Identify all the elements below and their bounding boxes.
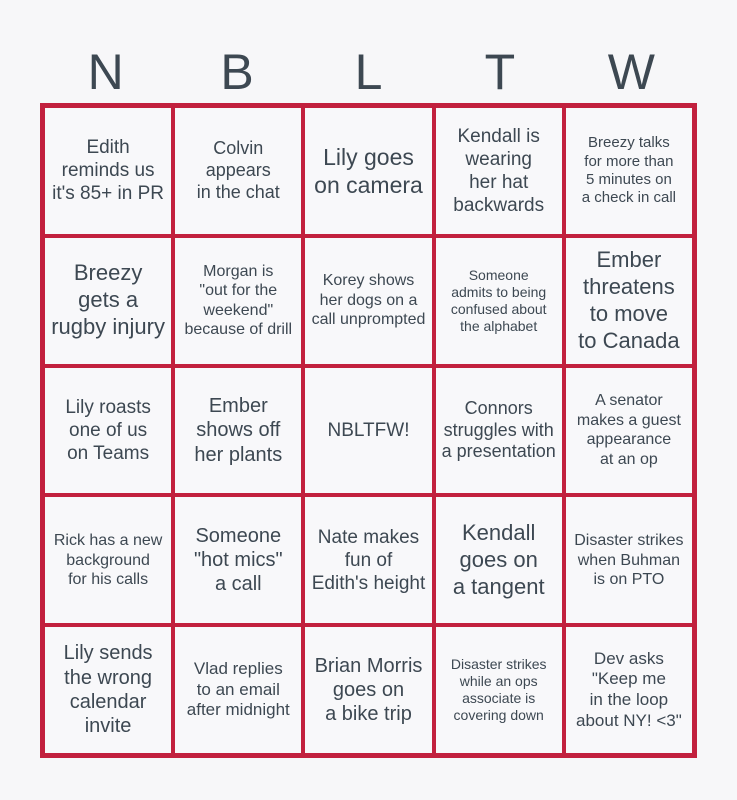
header-letter-slot: N [40,47,171,97]
cell-text: Colvin appears in the chat [196,137,280,202]
bingo-cell-r2c1[interactable]: Breezy gets a rugby injury [45,237,172,364]
bingo-cell-r2c2[interactable]: Morgan is "out for the weekend" because … [175,237,302,364]
cell-text: Disaster strikes while an ops associate … [450,655,547,724]
cell-text: Edith reminds us it's 85+ in PR [52,137,165,205]
cell-text: Dev asks "Keep me in the loop about NY! … [576,648,682,730]
bingo-cell-r1c3[interactable]: Lily goes on camera [305,108,432,234]
bingo-cell-r4c1[interactable]: Rick has a new background for his calls [45,497,172,624]
bingo-cell-r3c4[interactable]: Connors struggles with a presentation [435,367,562,494]
bingo-cell-r1c1[interactable]: Edith reminds us it's 85+ in PR [45,108,172,234]
bingo-cell-r3c1[interactable]: Lily roasts one of us on Teams [45,367,172,494]
bingo-cell-r5c3[interactable]: Brian Morris goes on a bike trip [305,627,432,753]
cell-text: A senator makes a guest appearance at an… [576,392,681,468]
cell-text: Rick has a new background for his calls [53,532,163,589]
cell-text: NBLTFW! [327,419,410,441]
bingo-cell-r4c2[interactable]: Someone "hot mics" a call [175,497,302,624]
cell-text: Disaster strikes when Buhman is on PTO [574,532,684,589]
bingo-cell-r3c5[interactable]: A senator makes a guest appearance at an… [565,367,692,494]
cell-text: Lily roasts one of us on Teams [65,396,151,465]
header-letter-n: N [87,44,124,100]
header-letter-l: L [354,44,383,100]
bingo-cell-r4c3[interactable]: Nate makes fun of Edith's height [305,497,432,624]
bingo-cell-r3c2[interactable]: Ember shows off her plants [175,367,302,494]
cell-text: Breezy gets a rugby injury [51,260,165,340]
cell-text: Kendall goes on a tangent [452,520,545,599]
cell-text: Vlad replies to an email after midnight [186,658,290,720]
bingo-header: N B L T W [40,0,697,103]
cell-text: Brian Morris goes on a bike trip [314,654,423,726]
bingo-cell-r5c2[interactable]: Vlad replies to an email after midnight [175,627,302,753]
header-letter-t: T [484,44,516,100]
cell-text: Nate makes fun of Edith's height [311,526,426,594]
bingo-cell-r2c3[interactable]: Korey shows her dogs on a call unprompte… [305,237,432,364]
cell-text: Someone admits to being confused about t… [450,266,547,334]
bingo-cell-r5c4[interactable]: Disaster strikes while an ops associate … [435,627,562,753]
bingo-cell-r4c4[interactable]: Kendall goes on a tangent [435,497,562,624]
bingo-cell-r3c3-free-space[interactable]: NBLTFW! [305,367,432,494]
bingo-cell-r2c5[interactable]: Ember threatens to move to Canada [565,237,692,364]
bingo-card: Edith reminds us it's 85+ in PR Colvin a… [40,103,697,758]
bingo-cell-r1c4[interactable]: Kendall is wearing her hat backwards [435,108,562,234]
bingo-cell-r1c2[interactable]: Colvin appears in the chat [175,108,302,234]
bingo-cell-r2c4[interactable]: Someone admits to being confused about t… [435,237,562,364]
cell-text: Morgan is "out for the weekend" because … [184,262,293,339]
header-letter-slot: W [566,47,697,97]
cell-text: Korey shows her dogs on a call unprompte… [311,272,426,329]
bingo-cell-r4c5[interactable]: Disaster strikes when Buhman is on PTO [565,497,692,624]
header-letter-w: W [607,44,655,100]
cell-text: Lily sends the wrong calendar invite [63,642,153,738]
bingo-cell-r1c5[interactable]: Breezy talks for more than 5 minutes on … [565,108,692,234]
cell-text: Kendall is wearing her hat backwards [453,125,545,217]
header-letter-slot: B [171,47,302,97]
bingo-cell-r5c1[interactable]: Lily sends the wrong calendar invite [45,627,172,753]
cell-text: Connors struggles with a presentation [441,397,556,462]
cell-text: Ember threatens to move to Canada [578,247,680,353]
cell-text: Ember shows off her plants [194,394,283,466]
header-letter-slot: T [434,47,565,97]
cell-text: Someone "hot mics" a call [193,524,283,596]
bingo-cell-r5c5[interactable]: Dev asks "Keep me in the loop about NY! … [565,627,692,753]
cell-text: Lily goes on camera [314,143,423,198]
cell-text: Breezy talks for more than 5 minutes on … [581,134,676,207]
header-letter-b: B [220,44,254,100]
header-letter-slot: L [303,47,434,97]
